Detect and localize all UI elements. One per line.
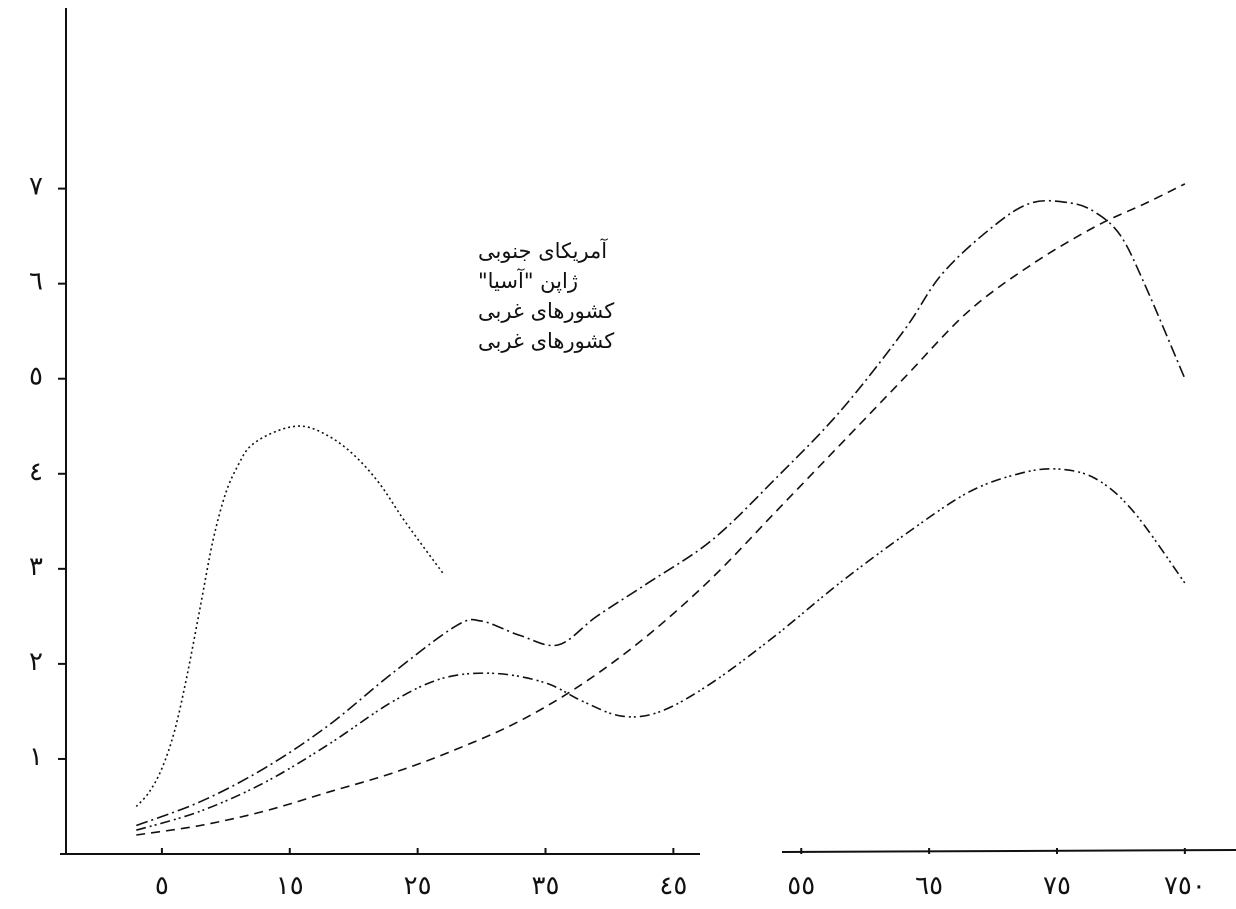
- x-tick-label: ٥٥: [787, 871, 815, 901]
- y-tick-label: ٧: [29, 172, 43, 202]
- y-tick-label: ٦: [29, 267, 43, 297]
- x-tick-label: ٥: [155, 871, 169, 901]
- x-tick-label: ٣٥: [532, 871, 560, 901]
- series-group: [135, 183, 1186, 836]
- legend-entry-3: کشورهای غربی: [478, 299, 614, 323]
- y-tick-label: ٤: [29, 457, 43, 487]
- x-tick-label: ٧٥: [1043, 871, 1071, 901]
- x-tick-label: ٦٥: [915, 871, 943, 901]
- legend-entry-1: آمریکای جنوبی: [478, 238, 608, 263]
- series-line-3: [136, 468, 1186, 831]
- legend: آمریکای جنوبی ژاپن "آسیا" کشورهای غربی کشور…: [478, 238, 614, 353]
- y-tick-label: ٢: [29, 647, 43, 677]
- x-tick-label: ٤٥: [659, 871, 687, 901]
- series-line-2: [136, 199, 1186, 827]
- y-tick-label: ٣: [29, 552, 43, 582]
- x-tick-label: ١٥: [276, 871, 304, 901]
- legend-entry-4: کشورهای غربی: [478, 329, 614, 353]
- legend-entry-2: ژاپن "آسیا": [478, 268, 578, 293]
- series-line-4: [136, 183, 1186, 836]
- x-axis-right-segment: [781, 849, 1236, 853]
- axes: [60, 8, 1236, 855]
- series-line-1: [135, 425, 444, 808]
- x-tick-label: ٧٥٠: [1164, 871, 1206, 901]
- ticks: [58, 187, 1186, 854]
- y-tick-label: ١: [29, 742, 43, 772]
- x-tick-label: ٢٥: [404, 871, 432, 901]
- y-tick-label: ٥: [29, 362, 43, 392]
